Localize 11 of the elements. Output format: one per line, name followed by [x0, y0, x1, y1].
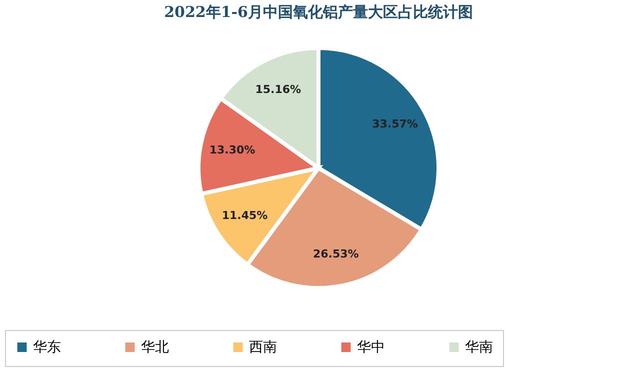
legend-label: 西南	[249, 339, 277, 356]
legend-label: 华北	[141, 339, 169, 356]
data-label: 26.53%	[312, 247, 359, 260]
chart-title: 2022年1-6月中国氧化铝产量大区占比统计图	[164, 3, 473, 21]
data-label: 13.30%	[209, 143, 256, 156]
legend-label: 华中	[357, 339, 385, 356]
legend-label: 华南	[465, 339, 493, 356]
data-label: 15.16%	[255, 82, 302, 96]
data-label: 33.57%	[372, 118, 418, 131]
legend-label: 华东	[33, 339, 61, 356]
data-label: 11.45%	[222, 208, 268, 222]
